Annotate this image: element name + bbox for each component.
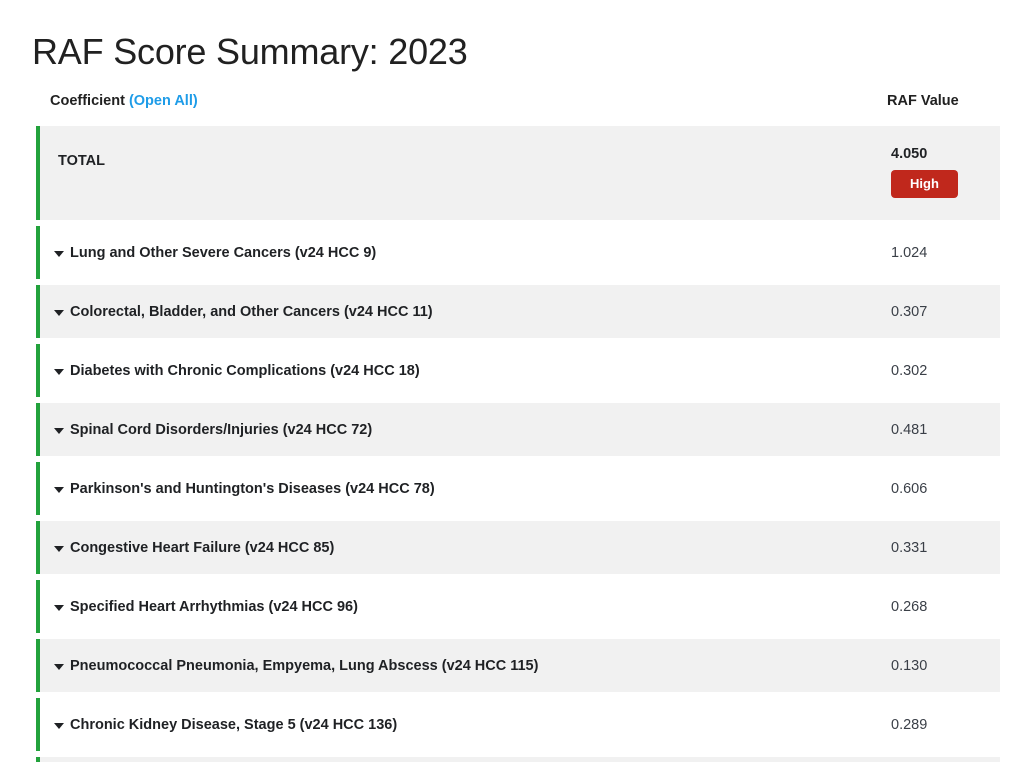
table-row[interactable]: Congestive Heart Failure (v24 HCC 85) 0.3… bbox=[36, 521, 1000, 574]
row-label-text: Congestive Heart Failure (v24 HCC 85) bbox=[70, 539, 335, 556]
table-row[interactable]: Chronic Kidney Disease, Stage 5 (v24 HCC… bbox=[36, 698, 1000, 751]
table-row[interactable]: Spinal Cord Disorders/Injuries (v24 HCC … bbox=[36, 403, 1000, 456]
coefficient-label: Coefficient bbox=[50, 93, 125, 109]
row-label: Specified Heart Arrhythmias (v24 HCC 96) bbox=[54, 599, 358, 615]
row-label-text: Colorectal, Bladder, and Other Cancers (… bbox=[70, 303, 433, 320]
row-label: Colorectal, Bladder, and Other Cancers (… bbox=[54, 304, 433, 320]
caret-down-icon[interactable] bbox=[54, 722, 64, 729]
table-header-row: Coefficient (Open All) RAF Value bbox=[36, 88, 1000, 122]
row-label: Diabetes with Chronic Complications (v24… bbox=[54, 363, 420, 379]
table-row[interactable]: Male: 65-690.312 bbox=[36, 757, 1000, 762]
table-body: TOTAL 4.050 High Lung and Other Severe Canc… bbox=[36, 126, 1000, 762]
row-raf-value: 0.302 bbox=[891, 362, 928, 379]
table-row-total[interactable]: TOTAL 4.050 High bbox=[36, 126, 1000, 220]
column-header-raf-value: RAF Value bbox=[887, 93, 959, 109]
raf-score-table: Coefficient (Open All) RAF Value TOTAL 4.… bbox=[36, 88, 1000, 762]
caret-down-icon[interactable] bbox=[54, 486, 64, 493]
row-label-text: Pneumococcal Pneumonia, Empyema, Lung Ab… bbox=[70, 657, 539, 674]
table-row[interactable]: Diabetes with Chronic Complications (v24… bbox=[36, 344, 1000, 397]
row-label: Chronic Kidney Disease, Stage 5 (v24 HCC… bbox=[54, 717, 397, 733]
row-raf-value: 0.331 bbox=[891, 539, 928, 556]
status-badge[interactable]: High bbox=[891, 170, 958, 198]
table-row[interactable]: Lung and Other Severe Cancers (v24 HCC 9… bbox=[36, 226, 1000, 279]
row-raf-value: 1.024 bbox=[891, 244, 928, 261]
table-row[interactable]: Pneumococcal Pneumonia, Empyema, Lung Ab… bbox=[36, 639, 1000, 692]
row-raf-value: 0.606 bbox=[891, 480, 928, 497]
table-row[interactable]: Colorectal, Bladder, and Other Cancers (… bbox=[36, 285, 1000, 338]
row-label-text: Parkinson's and Huntington's Diseases (v… bbox=[70, 480, 435, 497]
row-label: Parkinson's and Huntington's Diseases (v… bbox=[54, 481, 435, 497]
row-label-text: Chronic Kidney Disease, Stage 5 (v24 HCC… bbox=[70, 716, 398, 733]
row-label: Spinal Cord Disorders/Injuries (v24 HCC … bbox=[54, 422, 372, 438]
row-label: Pneumococcal Pneumonia, Empyema, Lung Ab… bbox=[54, 658, 538, 674]
row-label-text: Lung and Other Severe Cancers (v24 HCC 9… bbox=[70, 244, 377, 261]
caret-down-icon[interactable] bbox=[54, 545, 64, 552]
row-raf-value: 0.268 bbox=[891, 598, 928, 615]
row-raf-value: 0.307 bbox=[891, 303, 928, 320]
caret-down-icon[interactable] bbox=[54, 250, 64, 257]
caret-down-icon[interactable] bbox=[54, 309, 64, 316]
row-raf-value: 0.481 bbox=[891, 421, 928, 438]
total-label: TOTAL bbox=[58, 153, 105, 169]
row-label-text: Diabetes with Chronic Complications (v24… bbox=[70, 362, 420, 379]
row-label: Congestive Heart Failure (v24 HCC 85) bbox=[54, 540, 334, 556]
caret-down-icon[interactable] bbox=[54, 663, 64, 670]
table-row[interactable]: Specified Heart Arrhythmias (v24 HCC 96)… bbox=[36, 580, 1000, 633]
caret-down-icon[interactable] bbox=[54, 368, 64, 375]
row-label-text: Spinal Cord Disorders/Injuries (v24 HCC … bbox=[70, 421, 373, 438]
page-title: RAF Score Summary: 2023 bbox=[32, 31, 468, 73]
total-raf-value: 4.050 bbox=[891, 146, 928, 162]
row-label: Lung and Other Severe Cancers (v24 HCC 9… bbox=[54, 245, 376, 261]
row-raf-value: 0.130 bbox=[891, 657, 928, 674]
row-label-text: Specified Heart Arrhythmias (v24 HCC 96) bbox=[70, 598, 358, 615]
caret-down-icon[interactable] bbox=[54, 427, 64, 434]
open-all-link[interactable]: (Open All) bbox=[128, 93, 198, 109]
caret-down-icon[interactable] bbox=[54, 604, 64, 611]
column-header-coefficient: Coefficient (Open All) bbox=[50, 93, 198, 109]
row-raf-value: 0.289 bbox=[891, 716, 928, 733]
table-row[interactable]: Parkinson's and Huntington's Diseases (v… bbox=[36, 462, 1000, 515]
